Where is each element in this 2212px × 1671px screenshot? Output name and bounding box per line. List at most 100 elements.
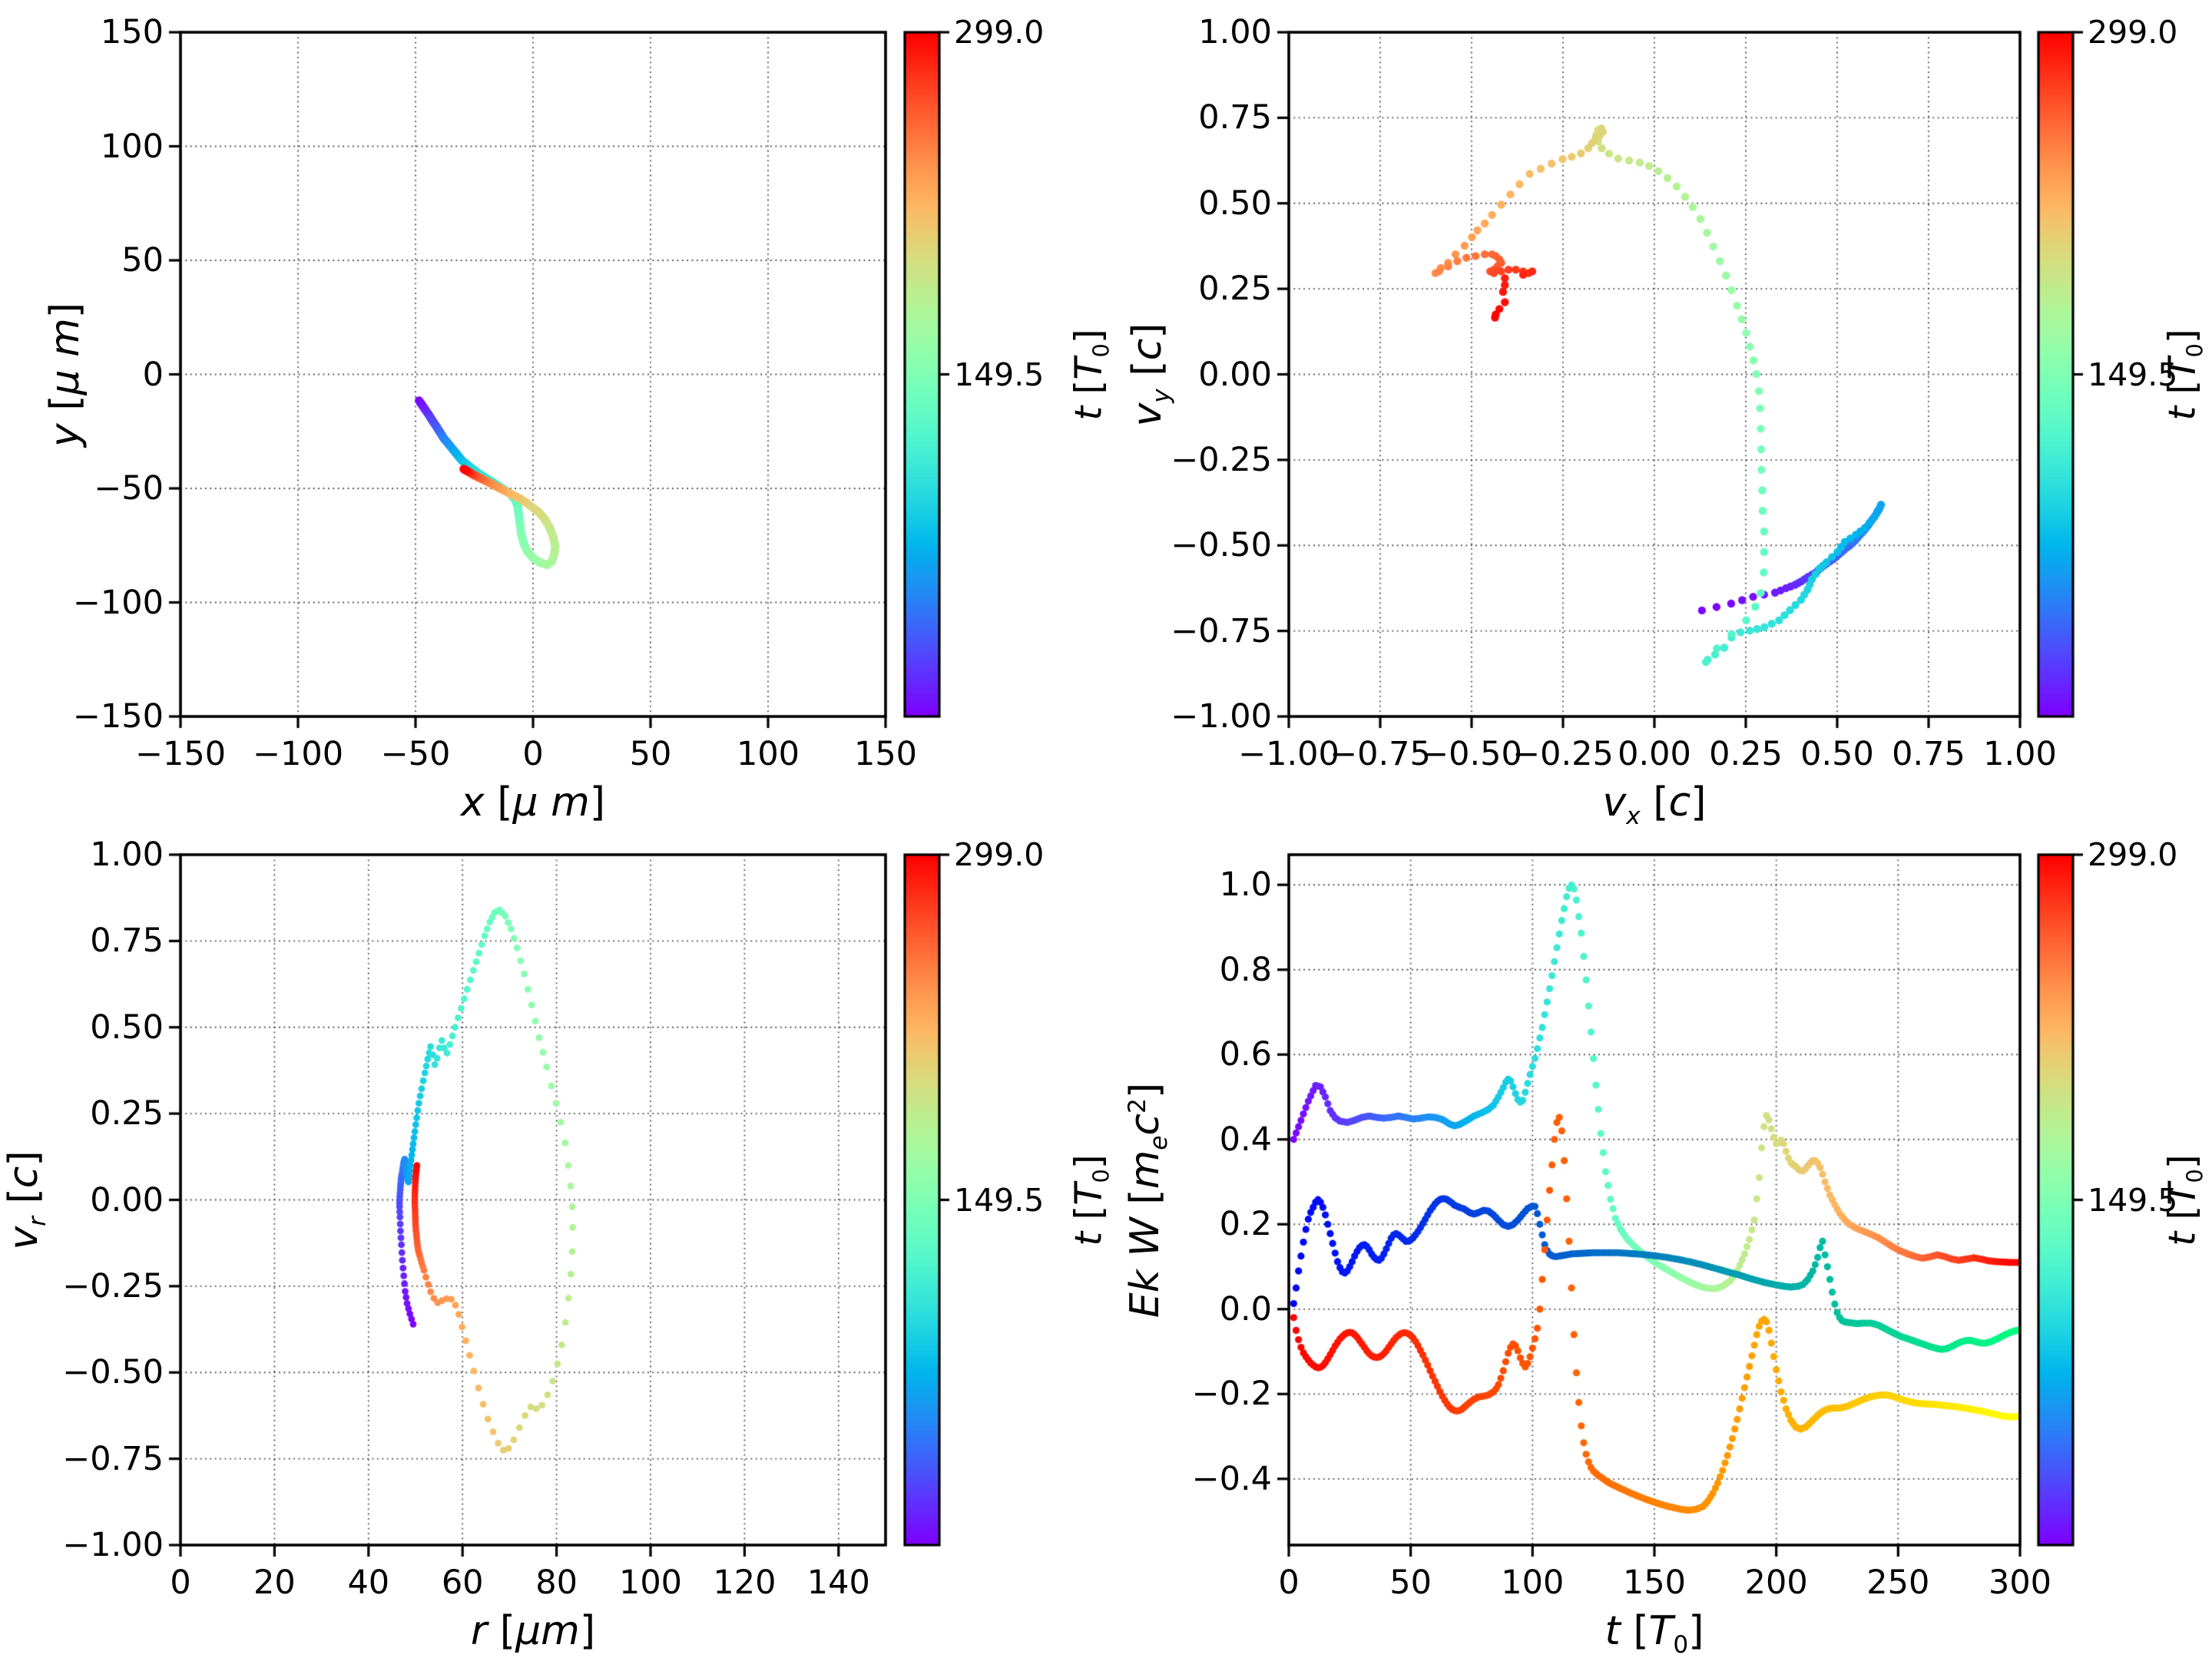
label-segment: T <box>2161 1182 2204 1206</box>
y-tick-label: −0.25 <box>62 1266 164 1305</box>
label-segment: T <box>2161 356 2204 380</box>
y-tick-label: −0.25 <box>1171 440 1272 479</box>
x-tick-label: 0.50 <box>1800 735 1874 773</box>
label-segment: [ <box>487 1608 516 1654</box>
x-tick-label: −1.00 <box>1238 735 1339 773</box>
label-segment: T <box>1067 1182 1111 1206</box>
y-tick-label: 150 <box>100 13 164 51</box>
label-segment: c <box>1668 779 1691 826</box>
label-segment: [ <box>2161 379 2204 406</box>
xy-plot-canvas <box>145 0 921 752</box>
label-segment: ] <box>1067 328 1111 343</box>
label-segment: c <box>1 1166 48 1188</box>
colorbar-tick-label: 149.5 <box>2088 1181 2178 1219</box>
y-tick-label: 50 <box>121 241 164 280</box>
vxvy-plot-canvas <box>1253 0 2055 752</box>
label-segment: 0 <box>2181 342 2208 357</box>
label-segment: ] <box>589 779 606 826</box>
label-segment: [ <box>1640 779 1669 826</box>
label-segment: ] <box>1124 323 1171 339</box>
y-tick-label: 0.75 <box>1198 98 1272 137</box>
label-segment: t <box>2161 405 2204 421</box>
label-segment: ] <box>2161 328 2204 343</box>
label-segment: [ <box>2161 1205 2204 1232</box>
x-tick-label: 0 <box>1278 1563 1300 1602</box>
y-tick-label: −0.50 <box>1171 526 1272 565</box>
y-tick-label: 0.50 <box>90 1008 164 1047</box>
y-tick-label: −1.00 <box>1171 697 1272 736</box>
colorbar-tick-label: 299.0 <box>954 836 1045 873</box>
x-tick-label: 0.25 <box>1709 735 1783 773</box>
label-segment: ] <box>1122 1082 1169 1098</box>
y-tick-label: 0.6 <box>1219 1035 1272 1074</box>
x-tick-label: −150 <box>134 735 227 773</box>
label-segment: ] <box>1 1150 48 1166</box>
y-tick-label: 0.25 <box>90 1094 164 1133</box>
xy-ylabel: y [μ m] <box>42 302 88 446</box>
x-tick-label: 80 <box>535 1563 578 1602</box>
label-segment: v <box>1124 402 1171 426</box>
label-segment: [ <box>1620 1608 1649 1654</box>
label-segment: 0 <box>1673 1630 1689 1659</box>
y-tick-label: 100 <box>100 127 164 166</box>
y-tick-label: 0.4 <box>1219 1120 1272 1159</box>
label-segment: y <box>42 422 88 447</box>
vxvy-colorbar-canvas <box>2003 0 2108 752</box>
label-segment: 2 <box>1123 1097 1151 1113</box>
xy-xlabel: x [μ m] <box>461 779 605 826</box>
colorbar-tick-label: 149.5 <box>954 356 1045 393</box>
x-tick-label: −100 <box>252 735 344 773</box>
y-tick-label: 0.00 <box>1198 355 1272 394</box>
y-tick-label: 0.00 <box>90 1180 164 1219</box>
label-segment: μ m <box>42 317 88 395</box>
y-tick-label: −0.75 <box>1171 611 1272 650</box>
ekw-ylabel: Ek W [mec2] <box>1122 1082 1173 1317</box>
ekw-xlabel: t [T0] <box>1604 1608 1704 1659</box>
label-segment: [ <box>484 779 513 826</box>
x-tick-label: 20 <box>253 1563 296 1602</box>
y-tick-label: 0.2 <box>1219 1205 1272 1244</box>
rvr-plot-canvas <box>145 819 921 1580</box>
rvr-ylabel: vr [c] <box>1 1150 51 1249</box>
label-segment: μm <box>515 1608 580 1654</box>
label-segment: ] <box>1067 1153 1111 1169</box>
xy-colorbar-canvas <box>869 0 975 752</box>
label-segment: t <box>1067 405 1111 421</box>
y-tick-label: −150 <box>72 697 164 736</box>
rvr-colorbar-canvas <box>869 819 975 1580</box>
x-tick-label: 0 <box>170 1563 191 1602</box>
label-segment: T <box>1067 356 1111 380</box>
y-tick-label: −50 <box>94 469 164 508</box>
x-tick-label: 0.75 <box>1892 735 1965 773</box>
x-tick-label: 200 <box>1744 1563 1808 1602</box>
x-tick-label: 100 <box>736 735 800 773</box>
x-tick-label: −0.25 <box>1512 735 1614 773</box>
label-segment: v <box>1602 779 1627 826</box>
x-tick-label: 50 <box>629 735 672 773</box>
x-tick-label: 150 <box>1622 1563 1687 1602</box>
ekw-colorbar-label: t [T0] <box>2161 1154 2207 1246</box>
label-segment: 0 <box>2181 1168 2208 1183</box>
label-segment: ] <box>1688 1608 1704 1654</box>
x-tick-label: 100 <box>618 1563 683 1602</box>
x-tick-label: −0.50 <box>1421 735 1522 773</box>
colorbar-tick-label: 149.5 <box>954 1181 1045 1219</box>
colorbar-tick-label: 149.5 <box>2088 356 2178 393</box>
xy-colorbar-label: t [T0] <box>1067 329 1114 420</box>
label-segment: e <box>1144 1135 1173 1150</box>
y-tick-label: −100 <box>72 583 164 622</box>
y-tick-label: 1.00 <box>1198 13 1272 51</box>
y-tick-label: −0.2 <box>1191 1375 1272 1414</box>
label-segment: v <box>1 1226 48 1250</box>
x-tick-label: 140 <box>806 1563 870 1602</box>
label-segment: t <box>1067 1231 1111 1246</box>
x-tick-label: −0.75 <box>1330 735 1431 773</box>
vxvy-xlabel: vx [c] <box>1603 779 1707 830</box>
label-segment: μ m <box>512 779 590 826</box>
label-segment: t <box>1604 1608 1621 1654</box>
y-tick-label: −0.4 <box>1191 1459 1272 1498</box>
label-segment: c <box>1122 1113 1169 1136</box>
x-tick-label: 0.00 <box>1618 735 1691 773</box>
y-tick-label: 0.75 <box>90 922 164 961</box>
